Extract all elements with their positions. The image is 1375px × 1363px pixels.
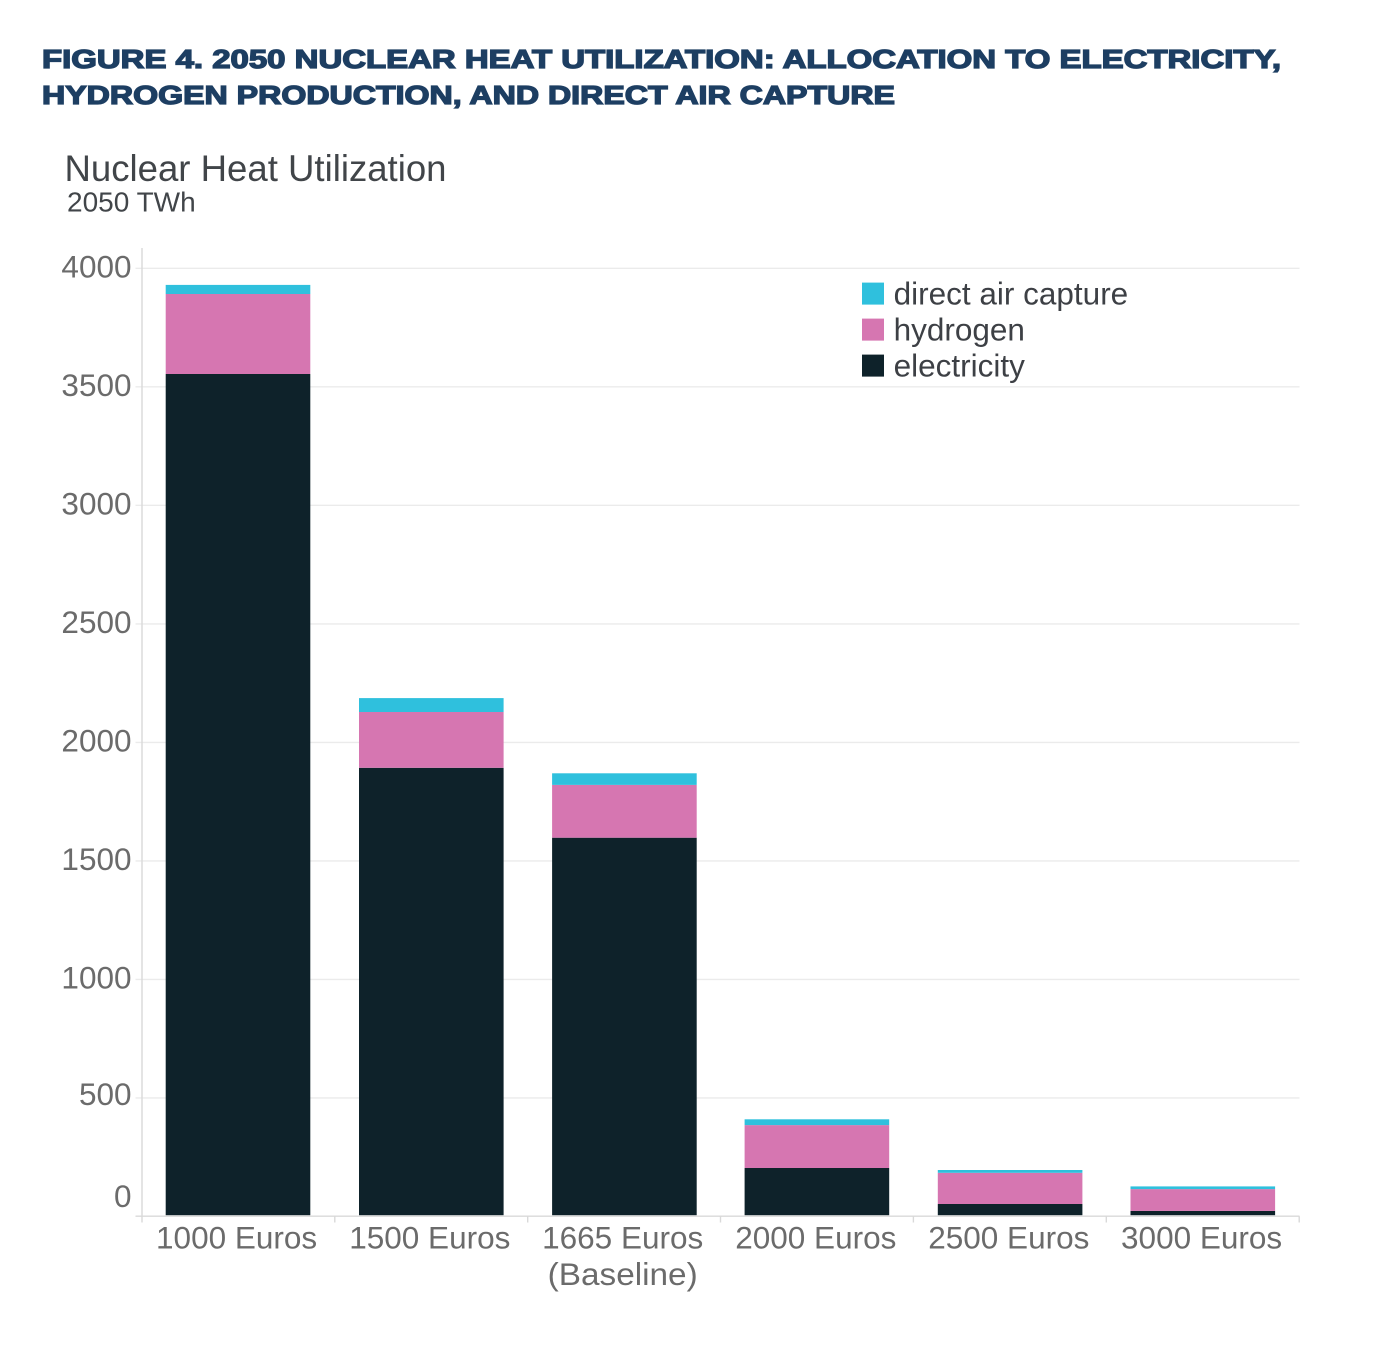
svg-text:2050 TWh: 2050 TWh (67, 187, 196, 218)
svg-text:2000 Euros: 2000 Euros (735, 1220, 896, 1256)
svg-text:1000: 1000 (61, 959, 131, 995)
svg-text:(Baseline): (Baseline) (548, 1256, 698, 1292)
svg-text:HYDROGEN PRODUCTION, AND DIREC: HYDROGEN PRODUCTION, AND DIRECT AIR CAPT… (42, 80, 895, 110)
svg-text:hydrogen: hydrogen (894, 312, 1025, 348)
svg-text:FIGURE 4. 2050 NUCLEAR HEAT UT: FIGURE 4. 2050 NUCLEAR HEAT UTILIZATION:… (42, 44, 1281, 74)
svg-text:500: 500 (79, 1076, 132, 1112)
svg-text:1000 Euros: 1000 Euros (156, 1220, 317, 1256)
svg-text:3000 Euros: 3000 Euros (1121, 1220, 1282, 1256)
svg-text:0: 0 (114, 1178, 132, 1214)
svg-text:Nuclear Heat Utilization: Nuclear Heat Utilization (65, 148, 447, 189)
svg-text:4000: 4000 (61, 248, 131, 284)
svg-text:3000: 3000 (61, 485, 131, 521)
svg-text:1500 Euros: 1500 Euros (349, 1220, 510, 1256)
svg-text:1500: 1500 (61, 841, 131, 877)
svg-text:electricity: electricity (894, 348, 1026, 384)
svg-text:3500: 3500 (61, 367, 131, 403)
svg-text:2500: 2500 (61, 604, 131, 640)
svg-text:2000: 2000 (61, 722, 131, 758)
svg-text:1665 Euros: 1665 Euros (542, 1220, 703, 1256)
svg-text:2500 Euros: 2500 Euros (928, 1220, 1089, 1256)
svg-text:direct air capture: direct air capture (894, 276, 1129, 312)
